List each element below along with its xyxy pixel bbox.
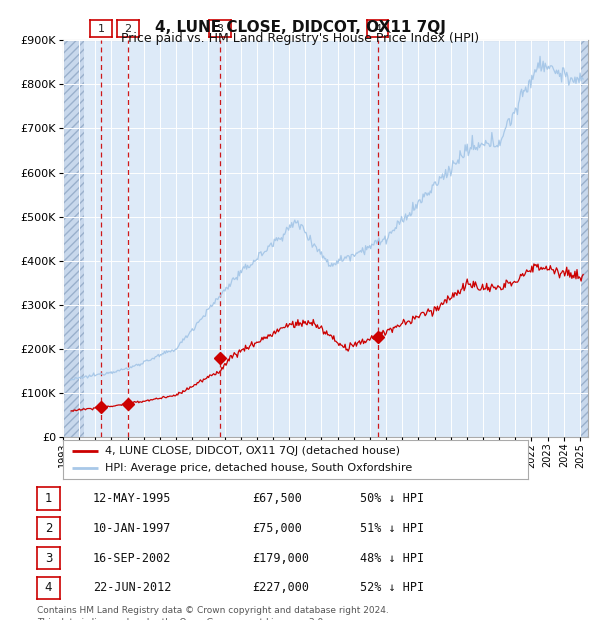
Text: 51% ↓ HPI: 51% ↓ HPI <box>360 522 424 534</box>
Text: £67,500: £67,500 <box>252 492 302 505</box>
Text: £179,000: £179,000 <box>252 552 309 564</box>
Text: 4: 4 <box>374 24 381 33</box>
Bar <box>63 40 84 437</box>
Bar <box>581 40 588 437</box>
Text: 1: 1 <box>45 492 52 505</box>
Bar <box>63 40 84 437</box>
Text: Price paid vs. HM Land Registry's House Price Index (HPI): Price paid vs. HM Land Registry's House … <box>121 32 479 45</box>
Text: 48% ↓ HPI: 48% ↓ HPI <box>360 552 424 564</box>
Text: 4, LUNE CLOSE, DIDCOT, OX11 7QJ (detached house): 4, LUNE CLOSE, DIDCOT, OX11 7QJ (detache… <box>105 446 400 456</box>
Text: 3: 3 <box>217 24 223 33</box>
Bar <box>581 40 588 437</box>
Text: 4, LUNE CLOSE, DIDCOT, OX11 7QJ: 4, LUNE CLOSE, DIDCOT, OX11 7QJ <box>155 20 445 35</box>
Text: 2: 2 <box>125 24 131 33</box>
Text: 16-SEP-2002: 16-SEP-2002 <box>93 552 172 564</box>
Text: 10-JAN-1997: 10-JAN-1997 <box>93 522 172 534</box>
Text: HPI: Average price, detached house, South Oxfordshire: HPI: Average price, detached house, Sout… <box>105 463 412 473</box>
Text: 1: 1 <box>98 24 104 33</box>
Text: 3: 3 <box>45 552 52 564</box>
Text: 4: 4 <box>45 582 52 594</box>
Text: £227,000: £227,000 <box>252 582 309 594</box>
Text: 12-MAY-1995: 12-MAY-1995 <box>93 492 172 505</box>
Text: £75,000: £75,000 <box>252 522 302 534</box>
Text: 52% ↓ HPI: 52% ↓ HPI <box>360 582 424 594</box>
Text: Contains HM Land Registry data © Crown copyright and database right 2024.
This d: Contains HM Land Registry data © Crown c… <box>37 606 389 620</box>
Text: 50% ↓ HPI: 50% ↓ HPI <box>360 492 424 505</box>
Text: 2: 2 <box>45 522 52 534</box>
Text: 22-JUN-2012: 22-JUN-2012 <box>93 582 172 594</box>
